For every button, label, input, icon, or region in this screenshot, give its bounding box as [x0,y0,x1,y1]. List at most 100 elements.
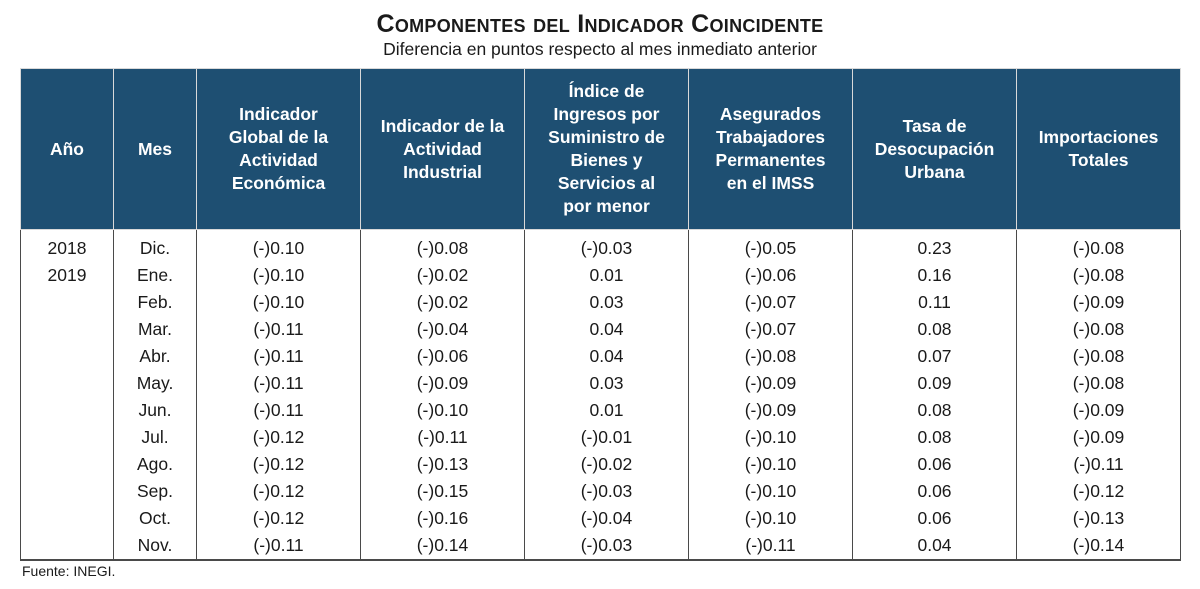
cell-unemployment: 0.09 [852,370,1017,397]
cell-month: Mar. [113,316,197,343]
header-line: Actividad [239,150,318,170]
cell-igae: (-)0.10 [196,289,361,316]
cell-month: Ene. [113,262,197,289]
header-igae: Indicador Global de la Actividad Económica [196,68,361,230]
table-row: Feb. (-)0.10 (-)0.02 0.03 (-)0.07 0.11 (-)0.09 [20,289,1181,316]
header-line: Ingresos por [553,104,660,124]
table-header: Año Mes Indicador Global de la Actividad Ec… [20,68,1181,230]
table-row: Ago. (-)0.12 (-)0.13 (-)0.02 (-)0.10 0.06 (-)0… [20,451,1181,478]
cell-igae: (-)0.12 [196,451,361,478]
header-line: Económica [231,173,326,193]
cell-year [20,289,114,316]
cell-imss: (-)0.07 [688,289,853,316]
cell-igae: (-)0.10 [196,262,361,289]
header-line: Permanentes [715,150,826,170]
cell-imss: (-)0.10 [688,424,853,451]
cell-unemployment: 0.06 [852,478,1017,505]
cell-year: 2019 [20,262,114,289]
cell-imports: (-)0.12 [1016,478,1181,505]
cell-imss: (-)0.06 [688,262,853,289]
cell-retail: (-)0.03 [524,532,689,561]
table-title: Componentes del Indicador Coincidente [376,10,824,38]
cell-year [20,532,114,561]
header-line: Actividad [403,138,482,159]
cell-igae: (-)0.11 [196,343,361,370]
table-body: 2018 Dic. (-)0.10 (-)0.08 (-)0.03 (-)0.05 0.23… [20,229,1181,561]
cell-unemployment: 0.06 [852,505,1017,532]
cell-retail: 0.04 [524,343,689,370]
cell-industrial: (-)0.06 [360,343,525,370]
header-line: Indicador de la [380,115,505,136]
cell-imports: (-)0.08 [1016,343,1181,370]
cell-retail: (-)0.01 [524,424,689,451]
header-line: Índice de [568,81,645,101]
cell-year [20,451,114,478]
header-line: en el IMSS [726,173,815,193]
cell-unemployment: 0.16 [852,262,1017,289]
header-line: Trabajadores [716,127,825,147]
table-row: May. (-)0.11 (-)0.09 0.03 (-)0.09 0.09 (-)0.08 [20,370,1181,397]
cell-month: Oct. [113,505,197,532]
cell-retail: (-)0.03 [524,229,689,262]
cell-industrial: (-)0.10 [360,397,525,424]
cell-imports: (-)0.09 [1016,424,1181,451]
cell-industrial: (-)0.02 [360,289,525,316]
header-line: Global de la [228,127,329,147]
cell-industrial: (-)0.15 [360,478,525,505]
cell-retail: 0.04 [524,316,689,343]
cell-imss: (-)0.11 [688,532,853,561]
cell-unemployment: 0.06 [852,451,1017,478]
header-year: Año [20,68,114,230]
header-line: Urbana [904,161,965,182]
header-line: Servicios al [557,173,656,193]
header-line: Bienes y [570,150,643,170]
cell-retail: 0.03 [524,370,689,397]
cell-month: Dic. [113,229,197,262]
cell-imss: (-)0.08 [688,343,853,370]
table-subtitle: Diferencia en puntos respecto al mes inm… [383,39,817,59]
cell-month: Jun. [113,397,197,424]
cell-imports: (-)0.08 [1016,229,1181,262]
table-row: Oct. (-)0.12 (-)0.16 (-)0.04 (-)0.10 0.06 (-)0… [20,505,1181,532]
cell-unemployment: 0.23 [852,229,1017,262]
header-line: Asegurados [719,104,822,124]
header-line: Importaciones [1038,127,1159,147]
table-row: Abr. (-)0.11 (-)0.06 0.04 (-)0.08 0.07 (-)0.08 [20,343,1181,370]
cell-month: May. [113,370,197,397]
header-month: Mes [113,68,197,230]
cell-imss: (-)0.07 [688,316,853,343]
table-row: 2019 Ene. (-)0.10 (-)0.02 0.01 (-)0.06 0.16 (-)… [20,262,1181,289]
source-note: Fuente: INEGI. [22,563,116,579]
cell-igae: (-)0.10 [196,229,361,262]
header-imss: Asegurados Trabajadores Permanentes en el I… [688,68,853,230]
cell-imports: (-)0.14 [1016,532,1181,561]
header-line: Desocupación [874,138,995,159]
cell-igae: (-)0.12 [196,505,361,532]
table-row: Jul. (-)0.12 (-)0.11 (-)0.01 (-)0.10 0.08 (-)0… [20,424,1181,451]
cell-year [20,478,114,505]
cell-imss: (-)0.10 [688,478,853,505]
cell-retail: 0.03 [524,289,689,316]
cell-imss: (-)0.09 [688,370,853,397]
table-row: Mar. (-)0.11 (-)0.04 0.04 (-)0.07 0.08 (-)0.08 [20,316,1181,343]
header-line: Industrial [403,161,482,182]
cell-industrial: (-)0.04 [360,316,525,343]
table-row: Sep. (-)0.12 (-)0.15 (-)0.03 (-)0.10 0.06 (-)0… [20,478,1181,505]
cell-imports: (-)0.09 [1016,397,1181,424]
cell-igae: (-)0.12 [196,424,361,451]
header-industrial: Indicador de la Actividad Industrial [360,68,525,230]
cell-industrial: (-)0.08 [360,229,525,262]
cell-imss: (-)0.05 [688,229,853,262]
cell-igae: (-)0.11 [196,370,361,397]
cell-igae: (-)0.11 [196,397,361,424]
cell-imss: (-)0.10 [688,505,853,532]
cell-unemployment: 0.08 [852,397,1017,424]
cell-year [20,343,114,370]
cell-year [20,505,114,532]
cell-imports: (-)0.08 [1016,316,1181,343]
cell-industrial: (-)0.13 [360,451,525,478]
cell-unemployment: 0.08 [852,316,1017,343]
cell-retail: (-)0.04 [524,505,689,532]
cell-unemployment: 0.08 [852,424,1017,451]
header-unemployment: Tasa de Desocupación Urbana [852,68,1017,230]
